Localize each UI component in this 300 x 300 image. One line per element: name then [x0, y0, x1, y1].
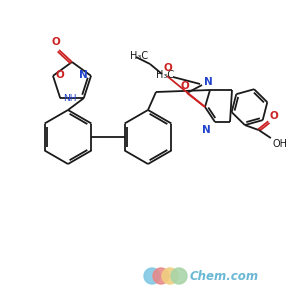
- Text: N: N: [204, 77, 212, 87]
- Text: O: O: [52, 37, 60, 47]
- Text: O: O: [56, 70, 65, 80]
- Text: H₃C: H₃C: [130, 51, 148, 61]
- Circle shape: [144, 268, 160, 284]
- Text: O: O: [270, 111, 279, 121]
- Text: NH: NH: [63, 94, 77, 103]
- Text: H₃C: H₃C: [156, 70, 174, 80]
- Text: N: N: [202, 125, 211, 135]
- Circle shape: [153, 268, 169, 284]
- Text: OH: OH: [273, 139, 288, 149]
- Text: O: O: [181, 81, 189, 91]
- Circle shape: [162, 268, 178, 284]
- Circle shape: [171, 268, 187, 284]
- Text: O: O: [163, 63, 172, 73]
- Text: Chem.com: Chem.com: [190, 271, 259, 284]
- Text: N: N: [79, 70, 88, 80]
